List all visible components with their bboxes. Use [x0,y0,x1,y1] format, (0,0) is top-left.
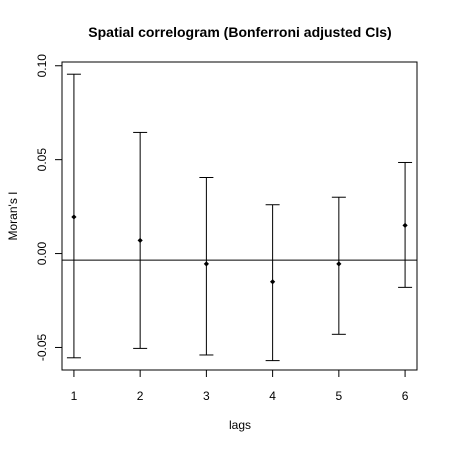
estimate-point [402,222,408,228]
estimate-point [336,261,342,267]
estimate-point [137,237,143,244]
y-tick-label: 0.00 [35,242,49,266]
x-tick-label: 6 [402,389,409,403]
x-tick-label: 4 [269,389,276,403]
plot-frame [61,61,418,371]
estimate-point [270,279,276,285]
y-tick-label: 0.05 [35,148,49,172]
estimate-point [203,261,209,267]
x-tick-label: 1 [71,389,78,403]
y-tick-label: 0.10 [35,54,49,78]
x-axis: 1 2 3 4 5 6 [71,369,409,403]
estimate-point [71,214,77,220]
y-axis-label: Moran's I [6,192,20,241]
y-tick-label: -0.05 [35,333,49,361]
y-axis: -0.05 0.00 0.05 0.10 [35,54,63,361]
chart-title: Spatial correlogram (Bonferroni adjusted… [88,24,391,40]
x-tick-label: 5 [336,389,343,403]
x-tick-label: 3 [203,389,210,403]
x-tick-label: 2 [137,389,144,403]
estimate-point-group [71,214,408,285]
x-axis-label: lags [229,418,251,432]
confidence-interval-group [66,73,413,362]
